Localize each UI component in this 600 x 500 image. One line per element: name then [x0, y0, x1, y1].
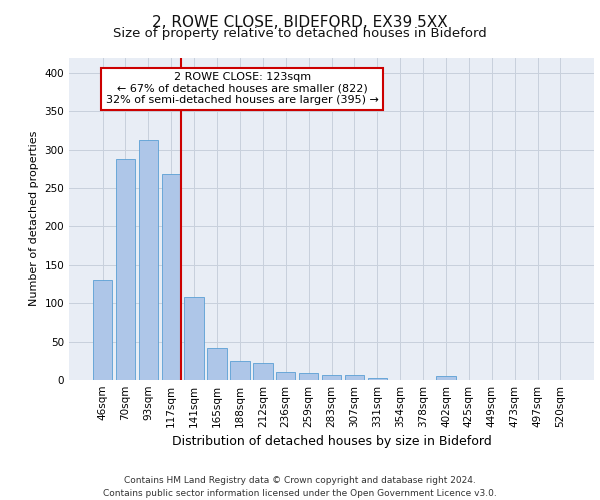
- Bar: [161, 174, 181, 380]
- Bar: [139, 140, 158, 380]
- Bar: [276, 372, 295, 380]
- Bar: [344, 376, 364, 380]
- Text: Contains HM Land Registry data © Crown copyright and database right 2024.
Contai: Contains HM Land Registry data © Crown c…: [103, 476, 497, 498]
- Bar: [116, 159, 135, 380]
- Bar: [322, 374, 341, 380]
- Bar: [230, 361, 250, 380]
- Bar: [368, 378, 387, 380]
- Bar: [253, 363, 272, 380]
- Bar: [184, 297, 204, 380]
- Text: 2 ROWE CLOSE: 123sqm
← 67% of detached houses are smaller (822)
32% of semi-deta: 2 ROWE CLOSE: 123sqm ← 67% of detached h…: [106, 72, 379, 105]
- Y-axis label: Number of detached properties: Number of detached properties: [29, 131, 39, 306]
- Bar: [299, 373, 319, 380]
- Bar: [93, 280, 112, 380]
- Text: 2, ROWE CLOSE, BIDEFORD, EX39 5XX: 2, ROWE CLOSE, BIDEFORD, EX39 5XX: [152, 15, 448, 30]
- X-axis label: Distribution of detached houses by size in Bideford: Distribution of detached houses by size …: [172, 436, 491, 448]
- Text: Size of property relative to detached houses in Bideford: Size of property relative to detached ho…: [113, 28, 487, 40]
- Bar: [436, 376, 455, 380]
- Bar: [208, 348, 227, 380]
